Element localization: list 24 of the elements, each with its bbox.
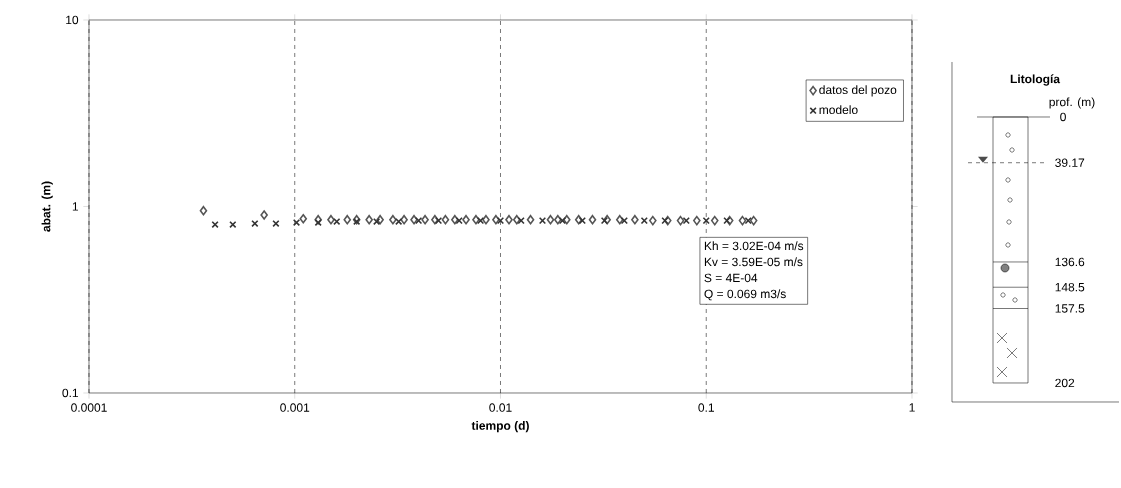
y-tick-label: 10	[66, 15, 79, 25]
text: 136.6	[1055, 257, 1085, 267]
x-tick-label: 0.001	[280, 403, 310, 412]
text: 148.5	[1055, 282, 1085, 292]
legend-label: datos del pozo	[819, 85, 897, 97]
text: 0	[1060, 112, 1066, 122]
y-axis-title: abat. (m)	[41, 181, 53, 232]
text: Litología	[1010, 74, 1061, 86]
y-tick-label: 0.1	[62, 388, 79, 398]
x-tick-label: 0.01	[489, 403, 512, 412]
legend-label: modelo	[819, 105, 858, 115]
text: 157.5	[1055, 304, 1085, 313]
y-tick-label: 1	[72, 202, 79, 211]
text: prof. (m)	[1049, 97, 1095, 109]
x-tick-label: 0.1	[698, 403, 714, 412]
annotation: S = 4E-04	[704, 273, 758, 283]
x-tick-label: 1	[909, 403, 915, 412]
annotation: Kh = 3.02E-04 m/s	[704, 241, 804, 251]
text: 39.17	[1055, 158, 1085, 167]
annotation: Q = 0.069 m3/s	[704, 289, 786, 301]
annotation: Kv = 3.59E-05 m/s	[704, 257, 803, 267]
x-axis-title: tiempo (d)	[471, 421, 529, 433]
x-tick-label: 0.0001	[71, 403, 107, 412]
text: 202	[1055, 378, 1075, 388]
